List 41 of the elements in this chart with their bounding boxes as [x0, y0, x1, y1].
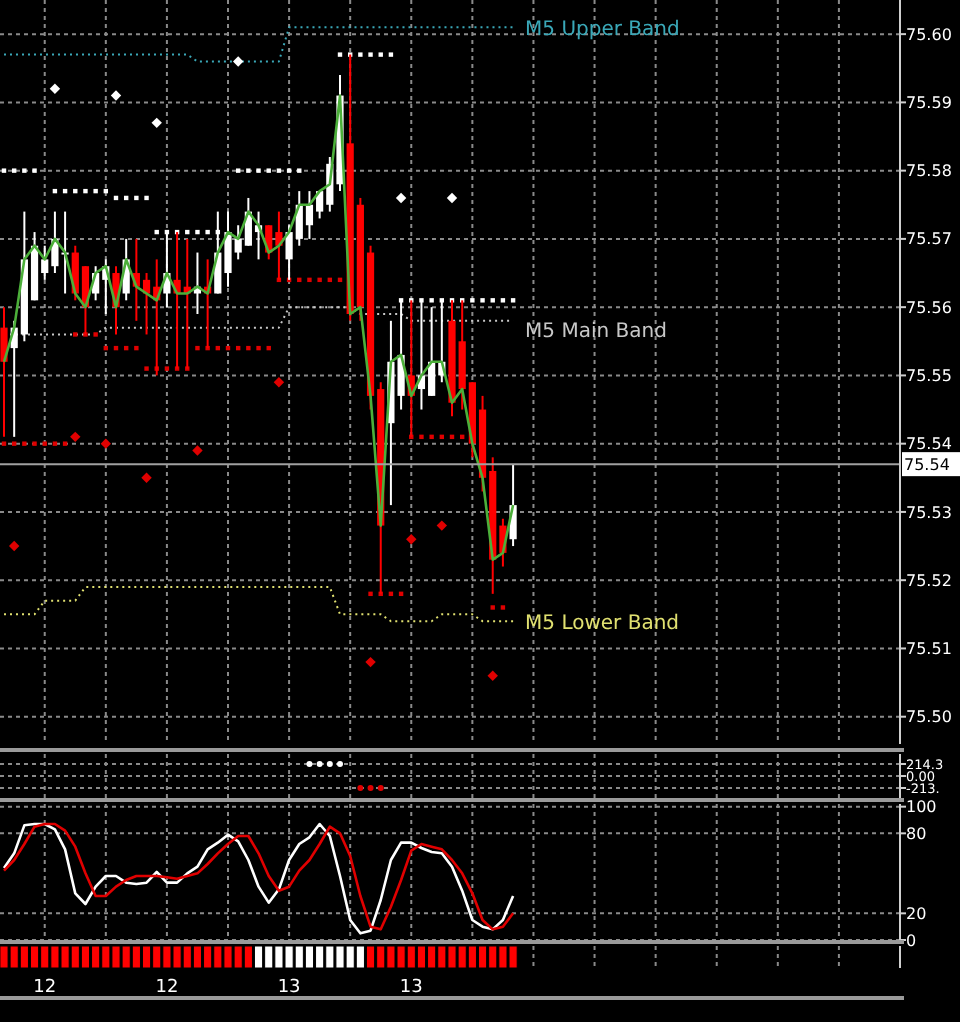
- y-tick-label: 75.57: [906, 230, 952, 249]
- point: [487, 670, 498, 681]
- point: [141, 472, 152, 483]
- candlestick: [0, 306, 8, 438]
- point: [192, 445, 203, 456]
- x-tick-label: 13: [399, 978, 423, 998]
- line-series: [3, 586, 515, 623]
- y-tick-label: 80: [906, 824, 927, 843]
- point: [273, 377, 285, 388]
- point: [49, 83, 61, 94]
- y-tick-label: 75.52: [906, 571, 952, 590]
- y-tick-label: 75.50: [906, 708, 952, 727]
- series-label: M5 Lower Band: [525, 613, 680, 636]
- y-tick-label: 75.55: [906, 367, 952, 386]
- y-tick-label: 20: [906, 904, 927, 923]
- y-tick-label: 75.54: [906, 435, 952, 454]
- y-tick-label: 75.53: [906, 503, 952, 522]
- y-tick-label: 75.60: [906, 25, 952, 44]
- point: [436, 520, 448, 531]
- series-label: M5 Upper Band: [525, 19, 680, 42]
- point: [365, 656, 376, 668]
- y-tick-label: 75.51: [906, 640, 952, 659]
- point: [100, 438, 112, 449]
- y-tick-label: 75.58: [906, 162, 952, 181]
- y-tick-label: 75.59: [906, 93, 952, 112]
- point: [406, 534, 417, 545]
- point: [151, 117, 162, 129]
- x-tick-label: 13: [277, 978, 301, 998]
- x-tick-label: 12: [155, 978, 179, 998]
- line-series: [2, 94, 515, 562]
- y-tick-label: 100: [906, 798, 937, 817]
- point: [446, 192, 458, 204]
- point: [232, 56, 244, 67]
- x-tick-label: 12: [33, 978, 57, 998]
- point: [395, 192, 407, 204]
- y-tick-label: 75.56: [906, 298, 952, 317]
- series-label: M5 Main Band: [525, 320, 667, 343]
- point: [8, 540, 20, 552]
- point: [70, 431, 81, 443]
- point: [110, 90, 122, 101]
- y-tick-label: 0: [906, 931, 917, 950]
